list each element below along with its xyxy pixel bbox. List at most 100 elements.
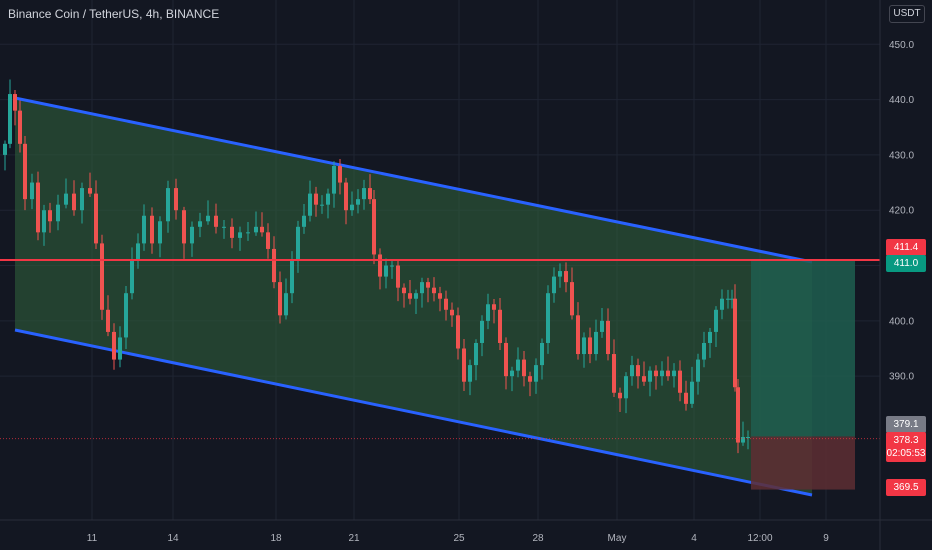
candle-body xyxy=(30,182,34,200)
candle-body xyxy=(510,370,514,377)
candle-body xyxy=(350,204,354,211)
candle-body xyxy=(384,265,388,277)
candle-body xyxy=(88,188,92,194)
candle-body xyxy=(368,188,372,200)
candle-body xyxy=(296,226,300,260)
candle-body xyxy=(420,282,424,294)
candle-body xyxy=(730,298,734,300)
candle-body xyxy=(198,221,202,227)
candle-body xyxy=(362,188,366,200)
candle-body xyxy=(308,193,312,216)
candle-body xyxy=(272,248,276,283)
candle-body xyxy=(564,271,568,283)
candle-body xyxy=(378,254,382,277)
currency-button[interactable]: USDT xyxy=(889,5,925,23)
x-tick-label: 21 xyxy=(348,533,360,544)
candle-body xyxy=(720,298,724,310)
chart-title: Binance Coin / TetherUS, 4h, BINANCE xyxy=(8,7,220,21)
candle-body xyxy=(588,337,592,355)
candle-body xyxy=(64,193,68,205)
candle-body xyxy=(396,265,400,288)
candle-body xyxy=(654,370,658,377)
candle-body xyxy=(18,110,22,144)
candle-body xyxy=(42,210,46,233)
candle-body xyxy=(150,215,154,244)
candle-body xyxy=(558,271,562,277)
candle-body xyxy=(486,304,490,321)
candle-body xyxy=(48,210,52,222)
candle-body xyxy=(741,437,745,443)
candle-body xyxy=(23,143,27,200)
x-tick-label: 11 xyxy=(87,533,98,544)
candle-body xyxy=(302,215,306,227)
candle-body xyxy=(432,287,436,294)
candle-body xyxy=(468,365,472,382)
candle-body xyxy=(338,165,342,183)
candle-body xyxy=(100,243,104,310)
x-tick-label: 9 xyxy=(823,533,829,544)
candle-body xyxy=(124,293,128,338)
channel-upper-line xyxy=(14,96,813,264)
candle-body xyxy=(260,226,264,233)
x-tick-label: 18 xyxy=(270,533,282,544)
candle-body xyxy=(736,387,740,443)
x-tick-label: 4 xyxy=(691,533,697,544)
candle-body xyxy=(618,392,622,399)
last-price-badge: 378.3 02:05:53 xyxy=(886,432,926,462)
candle-body xyxy=(648,370,652,382)
candle-body xyxy=(206,215,210,222)
last-price-value: 378.3 xyxy=(893,435,919,446)
candle-body xyxy=(142,215,146,244)
candle-body xyxy=(504,342,508,377)
prev-close-badge: 379.1 xyxy=(886,416,926,433)
candle-body xyxy=(414,293,418,299)
x-tick-label: May xyxy=(608,533,627,544)
y-tick-label: 440.0 xyxy=(889,95,914,106)
candle-body xyxy=(546,293,550,343)
candle-body xyxy=(158,221,162,244)
candle-body xyxy=(462,348,466,382)
resistance-price-badge: 411.0 xyxy=(886,255,926,272)
candle-body xyxy=(426,282,430,288)
y-tick-label: 420.0 xyxy=(889,206,914,217)
candle-body xyxy=(266,232,270,249)
candle-body xyxy=(582,337,586,355)
candle-body xyxy=(444,298,448,310)
countdown-timer: 02:05:53 xyxy=(886,448,926,459)
channel-fill xyxy=(15,98,812,495)
candle-body xyxy=(332,165,336,194)
candle-body xyxy=(222,226,226,228)
candle-body xyxy=(708,331,712,343)
candle-body xyxy=(612,354,616,393)
candle-body xyxy=(522,359,526,377)
target-price-badge: 411.4 xyxy=(886,239,926,256)
x-tick-label: 14 xyxy=(167,533,179,544)
y-tick-label: 390.0 xyxy=(889,372,914,383)
candle-body xyxy=(594,331,598,355)
candle-body xyxy=(498,309,502,343)
candle-body xyxy=(246,232,250,234)
profit-zone xyxy=(751,260,855,437)
candle-body xyxy=(344,182,348,211)
candle-body xyxy=(600,320,604,332)
candle-body xyxy=(130,260,134,294)
candle-body xyxy=(528,376,532,382)
candle-body xyxy=(8,94,12,144)
y-tick-label: 430.0 xyxy=(889,150,914,161)
candle-body xyxy=(320,204,324,206)
candle-body xyxy=(72,193,76,211)
candle-body xyxy=(540,342,544,366)
candle-body xyxy=(390,265,394,267)
candle-body xyxy=(94,193,98,244)
candle-body xyxy=(480,320,484,343)
candle-body xyxy=(696,359,700,382)
candle-body xyxy=(450,309,454,316)
x-tick-label: 12:00 xyxy=(747,533,772,544)
candle-body xyxy=(733,298,737,388)
candle-body xyxy=(714,309,718,332)
candle-body xyxy=(606,320,610,355)
candle-body xyxy=(576,315,580,355)
candle-body xyxy=(284,293,288,316)
y-tick-label: 400.0 xyxy=(889,316,914,327)
